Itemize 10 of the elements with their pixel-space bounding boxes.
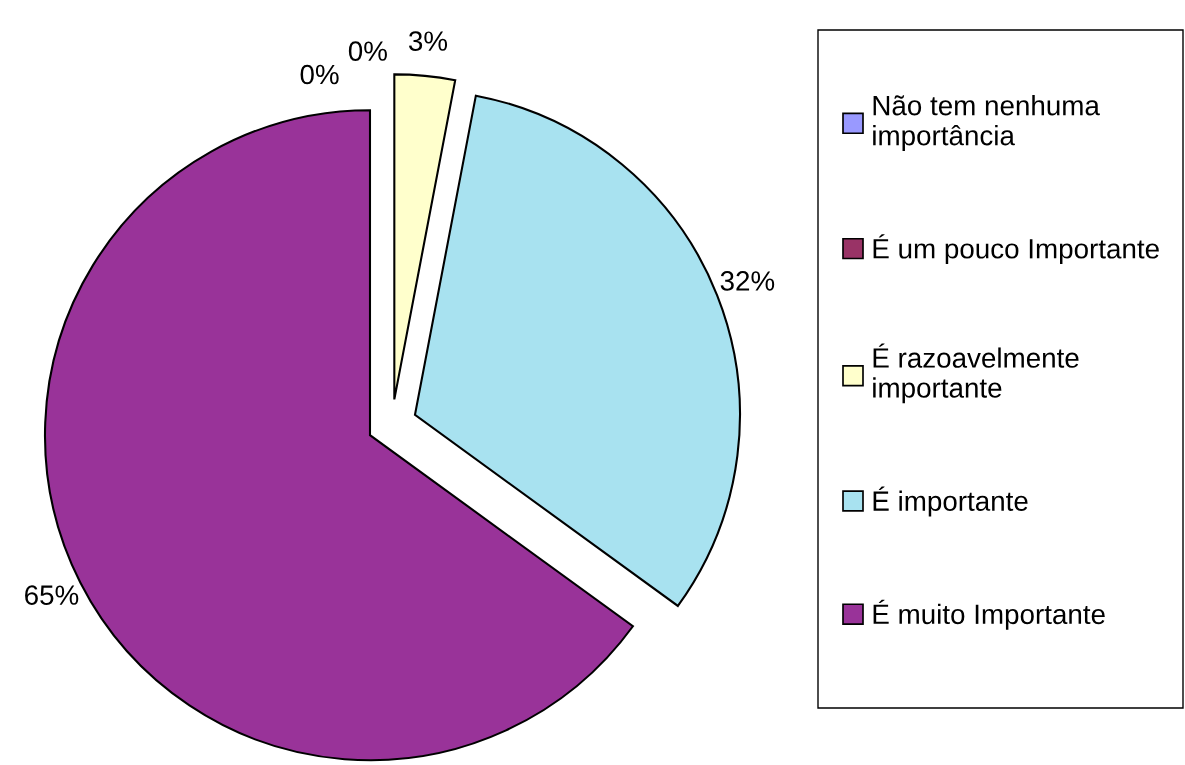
text: 0% <box>300 64 339 85</box>
legend-label: Não tem nenhuma importância <box>873 95 1100 151</box>
data-label: 32% <box>720 271 775 291</box>
legend-label: É importante <box>873 486 1028 517</box>
data-label: 65% <box>25 585 79 605</box>
legend-label: É razoavelmente importante <box>873 343 1079 404</box>
legend-label: É um pouco Importante <box>873 234 1159 265</box>
text: 0% <box>348 41 387 61</box>
data-label: 3% <box>408 31 448 51</box>
legend-label: É muito Importante <box>873 599 1105 630</box>
